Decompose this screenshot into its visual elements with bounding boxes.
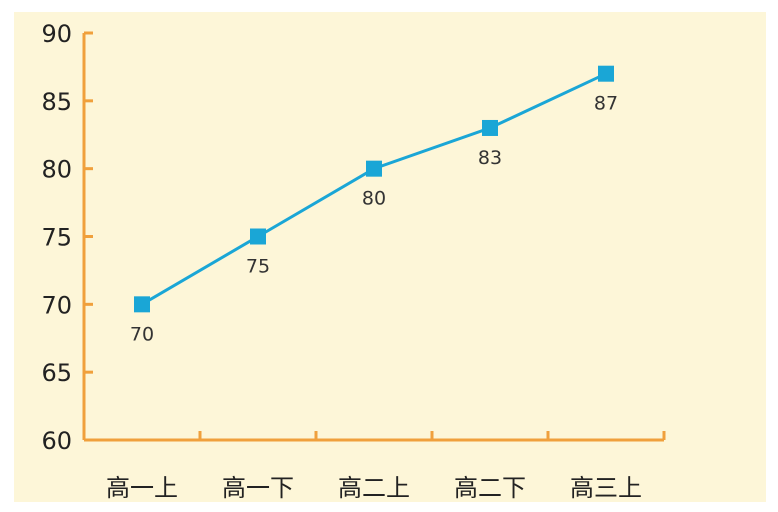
- axes: [82, 31, 666, 442]
- y-tick-label: 70: [41, 291, 72, 319]
- chart-background: [14, 12, 766, 502]
- x-tick-label: 高一下: [222, 474, 294, 502]
- y-tick-label: 90: [41, 20, 72, 48]
- data-label: 83: [478, 147, 502, 169]
- data-point-marker: [598, 65, 614, 82]
- data-point-marker: [482, 119, 498, 136]
- x-tick-label: 高一上: [106, 474, 178, 502]
- data-label: 75: [246, 256, 270, 278]
- data-labels-group: 70 75 80 83 87: [130, 93, 618, 346]
- y-tick-labels: 60 65 70 75 80 85 90: [41, 20, 72, 455]
- data-label: 80: [362, 188, 386, 210]
- data-label: 87: [594, 93, 618, 115]
- data-point-marker: [134, 296, 150, 313]
- y-tick-label: 75: [41, 224, 72, 252]
- x-tick-label: 高三上: [570, 474, 642, 502]
- y-tick-label: 65: [41, 359, 72, 387]
- markers-group: [134, 65, 614, 313]
- x-tick-labels: 高一上 高一下 高二上 高二下 高三上: [106, 474, 642, 502]
- x-tick-label: 高二下: [454, 474, 526, 502]
- y-tick-label: 60: [41, 427, 72, 455]
- data-point-marker: [366, 160, 382, 177]
- y-tick-label: 85: [41, 88, 72, 116]
- data-label: 70: [130, 323, 154, 345]
- x-tick-label: 高二上: [338, 474, 410, 502]
- data-point-marker: [250, 228, 266, 245]
- y-tick-label: 80: [41, 156, 72, 184]
